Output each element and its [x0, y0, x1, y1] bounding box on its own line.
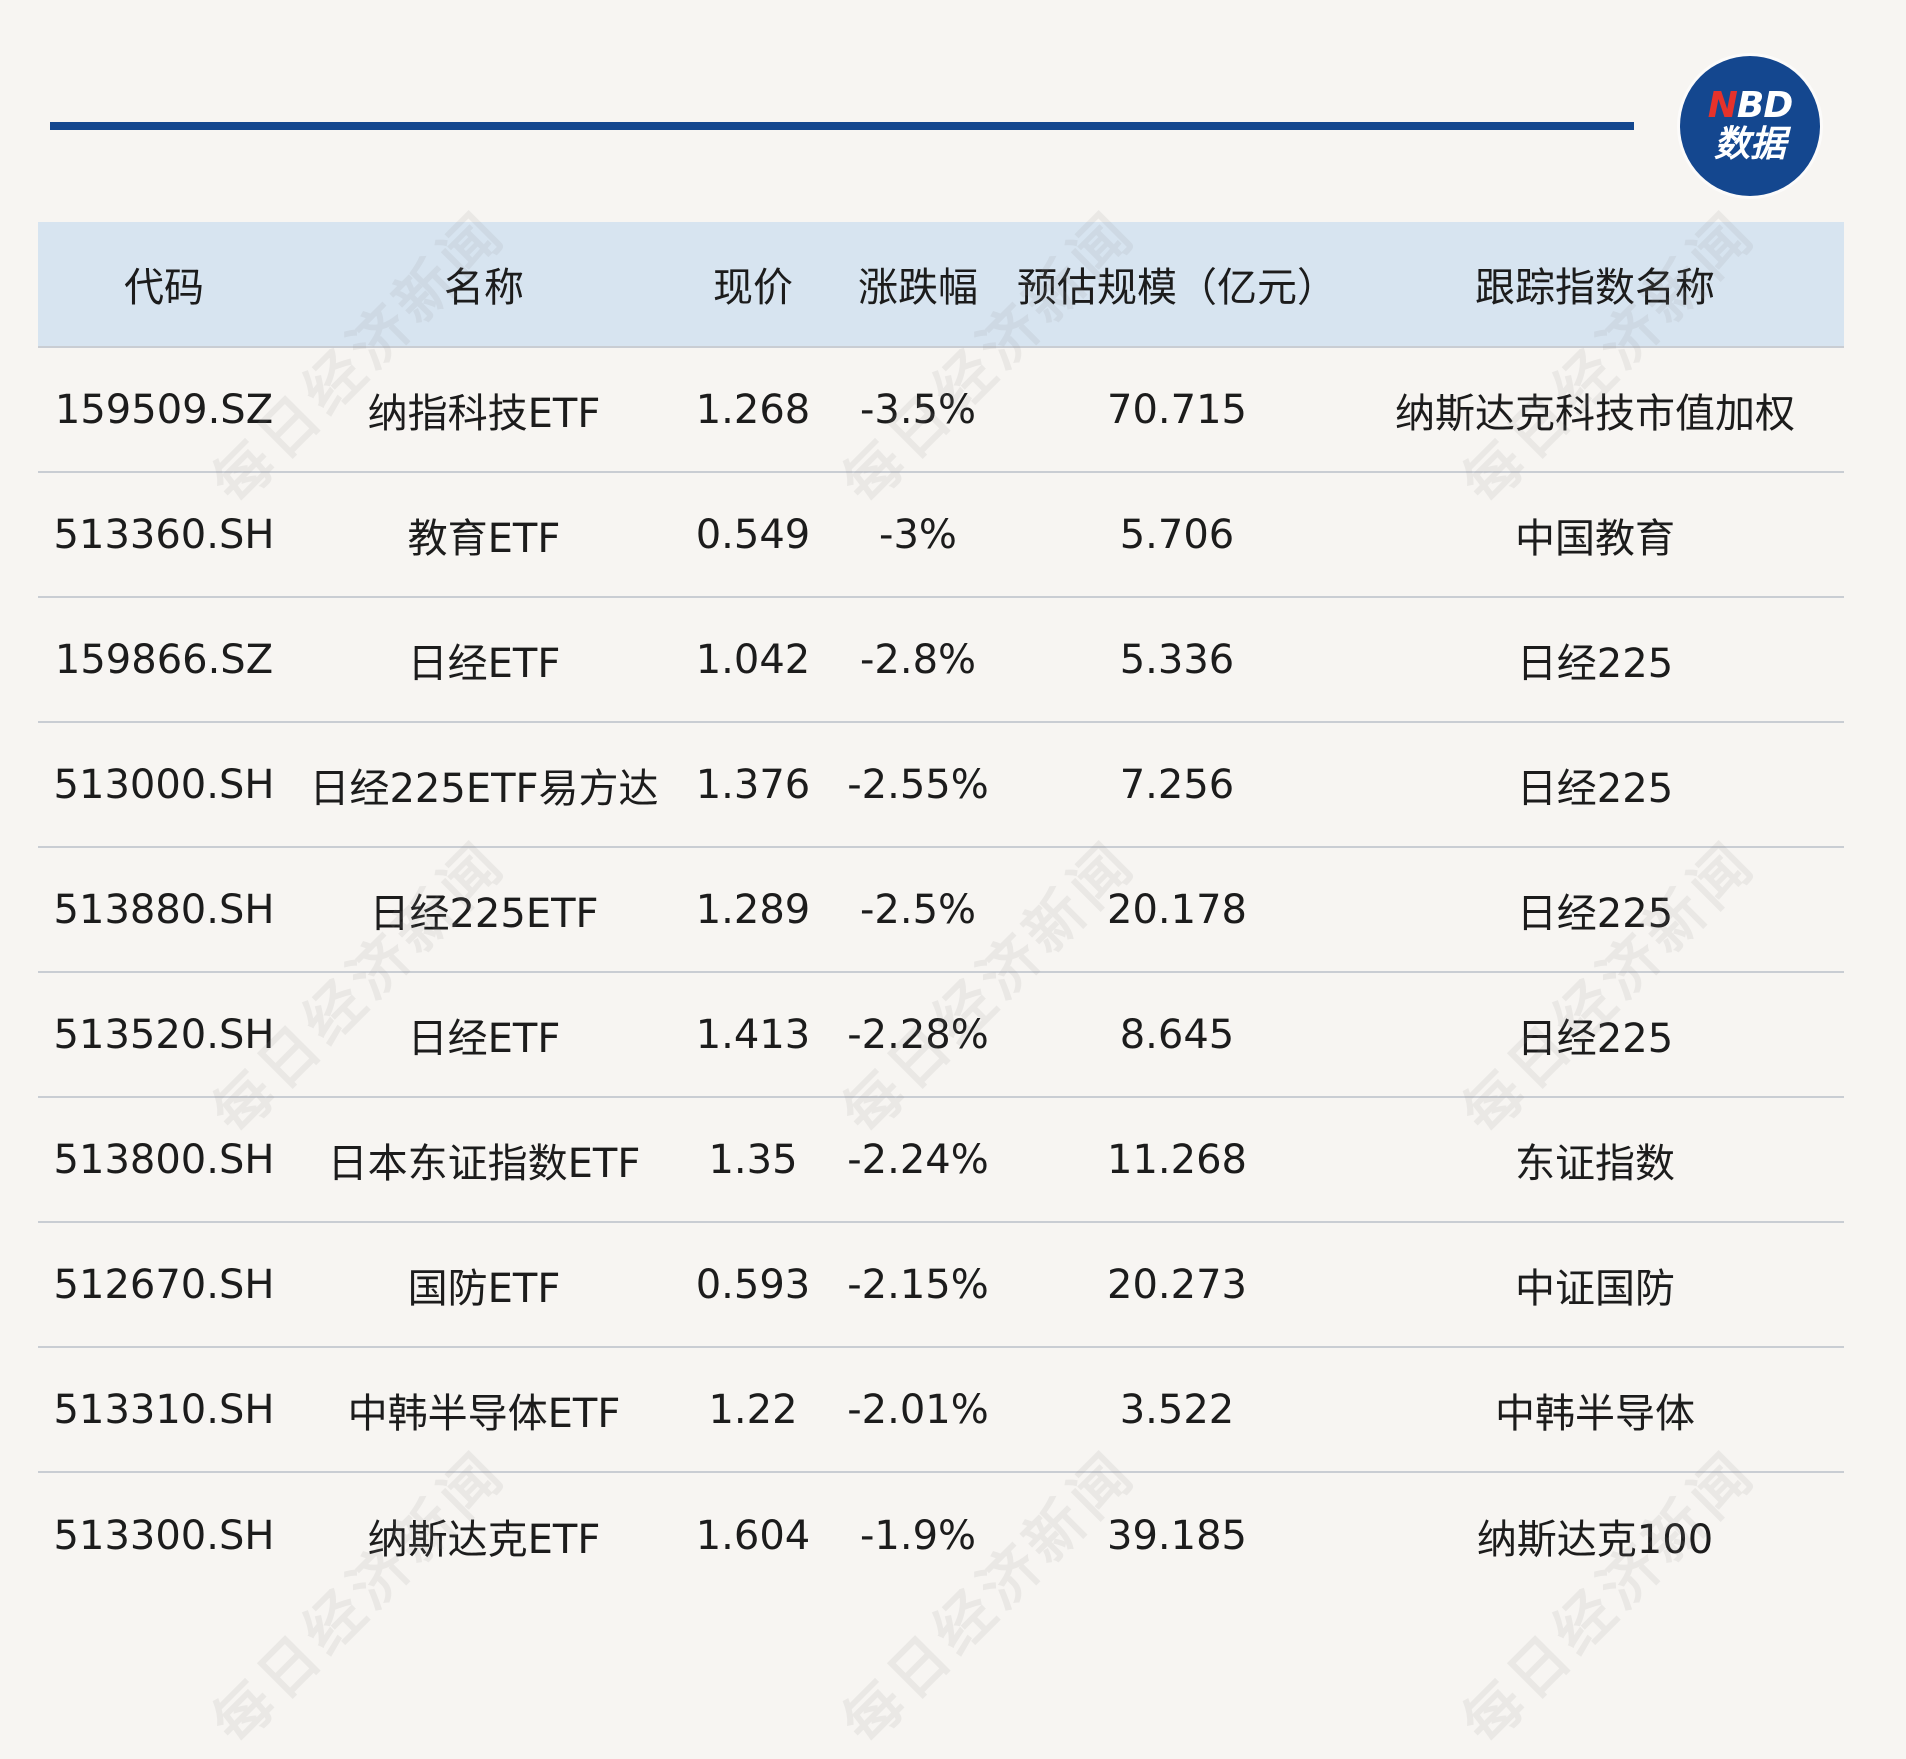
- cell-price: 0.593: [695, 1261, 811, 1308]
- cell-code: 513800.SH: [53, 1136, 275, 1183]
- table-header: 代码 名称 现价 涨跌幅 预估规模（亿元） 跟踪指数名称: [38, 222, 1844, 348]
- logo-n: N: [1707, 85, 1738, 126]
- cell-code: 159866.SZ: [54, 636, 274, 683]
- cell-price: 1.35: [708, 1136, 798, 1183]
- header-scale: 预估规模（亿元）: [1017, 265, 1337, 311]
- table-row: 513800.SH 日本东证指数ETF 1.35 -2.24% 11.268 东…: [38, 1098, 1844, 1223]
- cell-change: -3%: [879, 511, 957, 558]
- cell-name: 纳斯达克ETF: [367, 1516, 601, 1563]
- cell-change: -2.5%: [859, 886, 977, 933]
- table-row: 513310.SH 中韩半导体ETF 1.22 -2.01% 3.522 中韩半…: [38, 1348, 1844, 1473]
- cell-scale: 20.178: [1107, 886, 1247, 933]
- cell-name: 日经ETF: [407, 640, 561, 687]
- cell-scale: 5.336: [1119, 636, 1235, 683]
- cell-index: 日经225: [1516, 1015, 1674, 1062]
- cell-code: 512670.SH: [53, 1261, 275, 1308]
- cell-index: 东证指数: [1515, 1140, 1675, 1187]
- cell-index: 中证国防: [1515, 1265, 1675, 1312]
- table-row: 512670.SH 国防ETF 0.593 -2.15% 20.273 中证国防: [38, 1223, 1844, 1348]
- cell-scale: 20.273: [1107, 1261, 1247, 1308]
- logo-line2: 数据: [1713, 124, 1786, 165]
- header-name: 名称: [444, 265, 524, 311]
- header-index: 跟踪指数名称: [1475, 265, 1715, 311]
- cell-name: 日经ETF: [407, 1015, 561, 1062]
- logo-line1: NBD: [1707, 85, 1793, 126]
- header-price: 现价: [713, 265, 793, 311]
- cell-code: 159509.SZ: [54, 386, 274, 433]
- cell-code: 513880.SH: [53, 886, 275, 933]
- cell-price: 1.604: [695, 1512, 811, 1559]
- cell-scale: 8.645: [1119, 1011, 1235, 1058]
- cell-name: 日经225ETF: [369, 890, 599, 937]
- cell-change: -2.15%: [847, 1261, 989, 1308]
- table-row: 159866.SZ 日经ETF 1.042 -2.8% 5.336 日经225: [38, 598, 1844, 723]
- cell-change: -2.01%: [847, 1386, 989, 1433]
- cell-price: 1.376: [695, 761, 811, 808]
- cell-change: -1.9%: [859, 1512, 977, 1559]
- cell-scale: 70.715: [1107, 386, 1247, 433]
- cell-index: 日经225: [1516, 890, 1674, 937]
- table-row: 513300.SH 纳斯达克ETF 1.604 -1.9% 39.185 纳斯达…: [38, 1473, 1844, 1598]
- cell-change: -2.24%: [847, 1136, 989, 1183]
- table-row: 513520.SH 日经ETF 1.413 -2.28% 8.645 日经225: [38, 973, 1844, 1098]
- cell-change: -3.5%: [859, 386, 977, 433]
- cell-change: -2.28%: [847, 1011, 989, 1058]
- cell-code: 513520.SH: [53, 1011, 275, 1058]
- cell-change: -2.8%: [859, 636, 977, 683]
- cell-index: 纳斯达克100: [1476, 1516, 1714, 1563]
- cell-price: 0.549: [695, 511, 811, 558]
- header-change: 涨跌幅: [858, 265, 978, 311]
- cell-index: 中韩半导体: [1495, 1390, 1695, 1437]
- header-code: 代码: [124, 265, 204, 311]
- nbd-data-logo: NBD 数据: [1680, 56, 1820, 196]
- cell-price: 1.413: [695, 1011, 811, 1058]
- cell-name: 纳指科技ETF: [367, 390, 601, 437]
- cell-index: 日经225: [1516, 640, 1674, 687]
- cell-index: 中国教育: [1515, 515, 1675, 562]
- table-row: 513000.SH 日经225ETF易方达 1.376 -2.55% 7.256…: [38, 723, 1844, 848]
- table-row: 513360.SH 教育ETF 0.549 -3% 5.706 中国教育: [38, 473, 1844, 598]
- cell-code: 513310.SH: [53, 1386, 275, 1433]
- cell-name: 教育ETF: [407, 515, 561, 562]
- cell-code: 513300.SH: [53, 1512, 275, 1559]
- cell-scale: 11.268: [1107, 1136, 1247, 1183]
- cell-scale: 3.522: [1119, 1386, 1235, 1433]
- cell-index: 日经225: [1516, 765, 1674, 812]
- cell-name: 日本东证指数ETF: [327, 1140, 641, 1187]
- cell-name: 国防ETF: [407, 1265, 561, 1312]
- top-rule: [50, 122, 1634, 130]
- cell-price: 1.22: [708, 1386, 798, 1433]
- cell-name: 日经225ETF易方达: [309, 765, 659, 812]
- cell-scale: 7.256: [1119, 761, 1235, 808]
- logo-bd: BD: [1736, 85, 1793, 126]
- table-row: 513880.SH 日经225ETF 1.289 -2.5% 20.178 日经…: [38, 848, 1844, 973]
- cell-change: -2.55%: [847, 761, 989, 808]
- cell-name: 中韩半导体ETF: [347, 1390, 621, 1437]
- cell-price: 1.289: [695, 886, 811, 933]
- cell-price: 1.268: [695, 386, 811, 433]
- cell-index: 纳斯达克科技市值加权: [1395, 390, 1795, 437]
- cell-price: 1.042: [695, 636, 811, 683]
- cell-code: 513360.SH: [53, 511, 275, 558]
- cell-code: 513000.SH: [53, 761, 275, 808]
- table-row: 159509.SZ 纳指科技ETF 1.268 -3.5% 70.715 纳斯达…: [38, 348, 1844, 473]
- cell-scale: 5.706: [1119, 511, 1235, 558]
- etf-table: 代码 名称 现价 涨跌幅 预估规模（亿元） 跟踪指数名称 159509.SZ 纳…: [38, 222, 1844, 1598]
- cell-scale: 39.185: [1107, 1512, 1247, 1559]
